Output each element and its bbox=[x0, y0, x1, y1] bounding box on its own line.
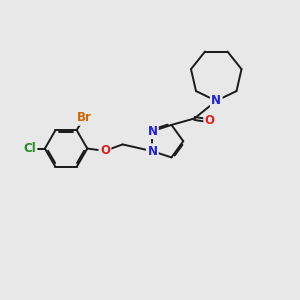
Text: O: O bbox=[205, 114, 215, 127]
Text: Br: Br bbox=[76, 111, 92, 124]
Text: O: O bbox=[100, 144, 110, 158]
Text: N: N bbox=[211, 94, 221, 107]
Text: N: N bbox=[147, 145, 158, 158]
Text: Cl: Cl bbox=[23, 142, 36, 155]
Text: N: N bbox=[147, 124, 158, 138]
